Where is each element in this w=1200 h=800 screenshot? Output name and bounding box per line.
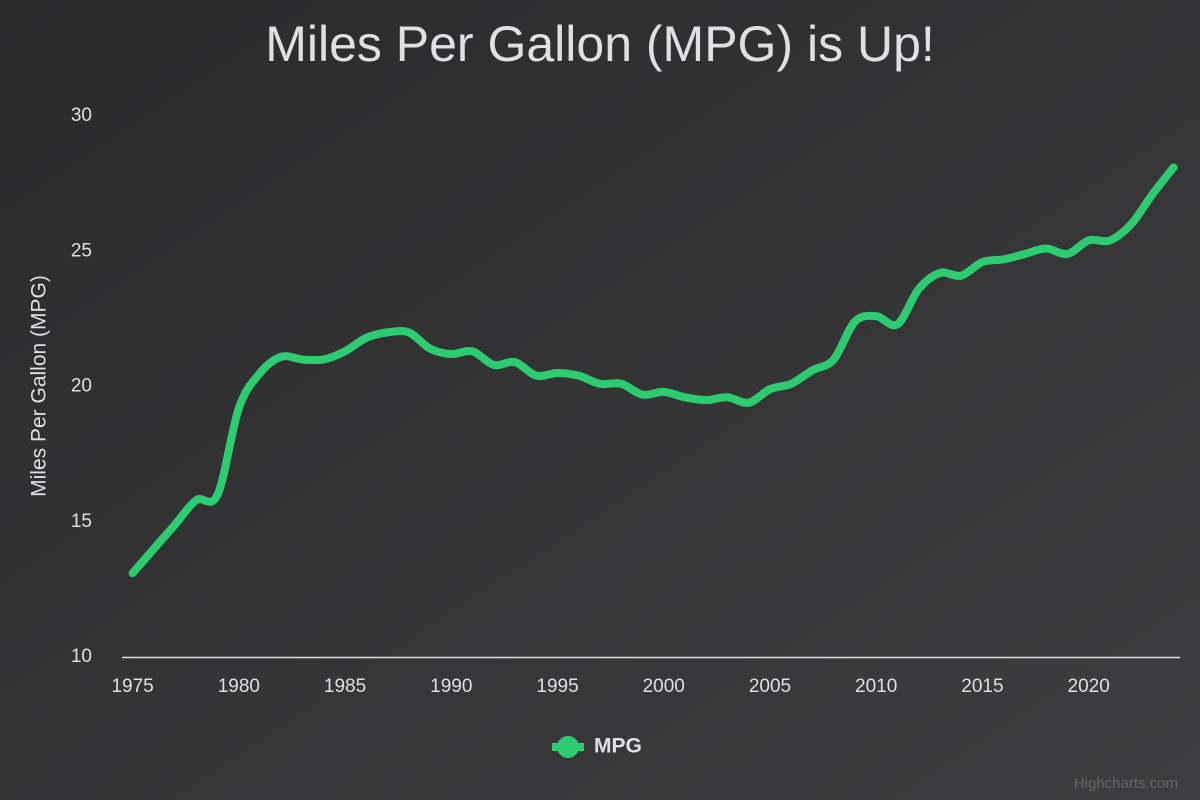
y-tick-label: 20: [71, 376, 92, 397]
x-tick-label: 2015: [961, 676, 1003, 697]
y-tick-label: 30: [71, 105, 92, 126]
y-tick-label: 15: [71, 511, 92, 532]
y-tick-label: 25: [71, 240, 92, 261]
x-tick-label: 2000: [643, 676, 685, 697]
x-tick-label: 1995: [536, 676, 578, 697]
legend-label[interactable]: MPG: [594, 735, 642, 758]
y-axis-title: Miles Per Gallon (MPG): [28, 275, 51, 497]
x-tick-label: 2005: [749, 676, 791, 697]
x-tick-label: 1990: [430, 676, 472, 697]
x-tick-label: 2010: [855, 676, 897, 697]
x-tick-label: 1980: [218, 676, 260, 697]
y-tick-label: 10: [71, 646, 92, 667]
legend-symbol: [557, 736, 579, 758]
chart-title: Miles Per Gallon (MPG) is Up!: [265, 16, 935, 72]
x-tick-label: 2020: [1068, 676, 1110, 697]
x-tick-label: 1985: [324, 676, 366, 697]
credits: Highcharts.com: [1074, 775, 1178, 792]
series-line: [128, 163, 1178, 578]
x-tick-label: 1975: [111, 676, 153, 697]
